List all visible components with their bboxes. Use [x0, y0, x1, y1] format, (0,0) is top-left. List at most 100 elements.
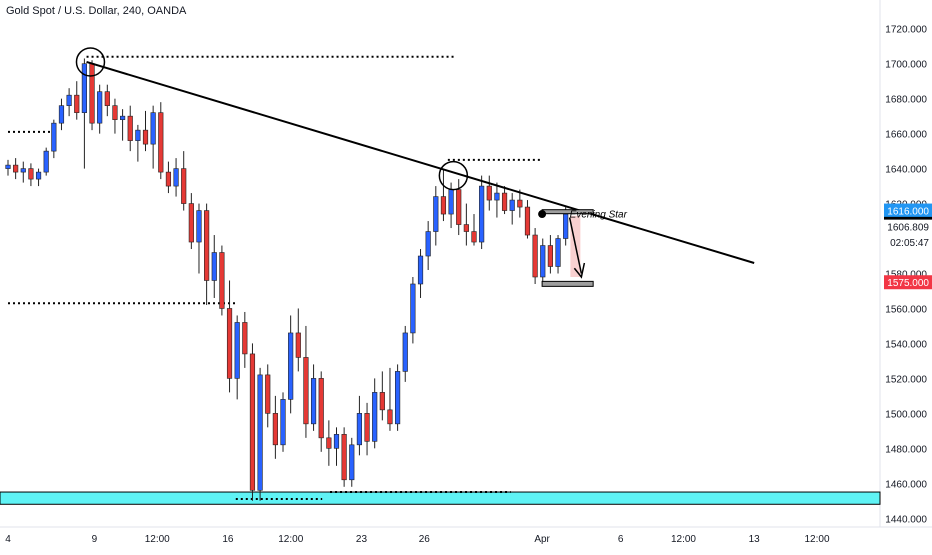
candle-body-34: [265, 374, 271, 414]
x-tick-label-2: 12:00: [145, 534, 170, 545]
y-tick-label-9: 1540.000: [885, 339, 927, 350]
candle-body-67: [517, 199, 523, 208]
candle-body-46: [356, 413, 363, 446]
x-tick-label-4: 12:00: [278, 534, 303, 545]
candle-body-14: [112, 105, 118, 120]
candle-body-60: [463, 224, 469, 232]
candle-body-58: [448, 189, 454, 215]
candle-body-61: [471, 231, 477, 243]
candle-body-71: [547, 245, 553, 267]
candle-body-62: [479, 185, 485, 243]
y-tick-label-0: 1720.000: [885, 25, 927, 36]
candle-body-11: [89, 63, 95, 124]
pattern-anchor: [538, 210, 547, 219]
candle-body-25: [196, 210, 202, 243]
y-tick-label-10: 1520.000: [885, 374, 927, 385]
candle-body-55: [425, 231, 431, 257]
candle-body-57: [440, 196, 447, 215]
candle-body-30: [234, 322, 240, 379]
x-tick-label-11: 12:00: [805, 534, 830, 545]
annotation-0: Evening Star: [570, 210, 628, 221]
price-label-bg-3: [883, 234, 932, 250]
candle-body-27: [211, 252, 217, 281]
y-tick-label-11: 1500.000: [885, 409, 927, 420]
candle-body-54: [417, 255, 424, 285]
candle-body-13: [104, 91, 110, 106]
arrow-shaft: [568, 217, 583, 274]
candle-body-31: [242, 322, 248, 355]
candle-body-6: [51, 122, 57, 152]
candle-body-66: [509, 199, 515, 211]
candle-body-3: [28, 168, 34, 180]
candle-body-69: [532, 234, 538, 278]
price-label-3: 02:05:47: [890, 238, 929, 249]
candle-body-53: [410, 283, 416, 334]
candle-body-7: [58, 105, 65, 124]
candle-body-24: [188, 203, 194, 243]
candle-body-2: [20, 168, 26, 173]
candle-body-51: [395, 371, 401, 425]
y-tick-label-3: 1660.000: [885, 130, 927, 141]
candle-body-56: [433, 196, 439, 232]
price-label-0: 1616.000: [887, 207, 929, 218]
candle-body-40: [310, 378, 317, 425]
candle-body-12: [97, 91, 103, 124]
chart-title: Gold Spot / U.S. Dollar, 240, OANDA: [6, 5, 187, 17]
arrow-head: [573, 262, 586, 279]
candle-body-36: [280, 399, 286, 446]
candle-body-16: [127, 115, 133, 141]
candle-body-32: [249, 353, 256, 491]
y-tick-label-1: 1700.000: [885, 60, 927, 71]
candle-body-48: [372, 392, 378, 442]
candle-body-43: [333, 434, 340, 449]
x-tick-label-5: 23: [356, 534, 368, 545]
candle-body-39: [303, 357, 309, 425]
candle-body-45: [349, 444, 355, 481]
x-tick-label-6: 26: [419, 534, 431, 545]
x-tick-label-3: 16: [222, 534, 234, 545]
candle-body-28: [219, 252, 225, 309]
candle-body-47: [364, 413, 370, 442]
candle-body-42: [326, 437, 332, 449]
x-tick-label-8: 6: [618, 534, 624, 545]
candle-body-33: [257, 374, 263, 491]
circle-marker-1: [438, 160, 469, 191]
candle-body-29: [226, 308, 233, 379]
y-tick-label-13: 1460.000: [885, 479, 927, 490]
candle-body-26: [204, 210, 210, 281]
price-label-bg-0: [884, 203, 932, 218]
y-tick-label-7: 1580.000: [885, 270, 927, 281]
x-tick-label-9: 12:00: [671, 534, 696, 545]
candle-body-19: [150, 112, 156, 145]
candle-body-44: [341, 434, 347, 481]
candle-body-4: [35, 171, 42, 180]
x-tick-label-0: 4: [5, 534, 11, 545]
candle-body-9: [74, 94, 80, 113]
trendline: [86, 61, 755, 264]
candle-body-37: [288, 332, 294, 400]
candle-body-65: [501, 192, 508, 211]
price-label-2: 1606.809: [887, 223, 929, 234]
price-label-bg-4: [884, 275, 932, 290]
y-tick-label-8: 1560.000: [885, 304, 927, 315]
y-tick-label-2: 1680.000: [885, 95, 927, 106]
candle-body-18: [142, 129, 149, 145]
candle-body-0: [5, 164, 11, 169]
y-tick-label-4: 1640.000: [885, 165, 927, 176]
price-label-bg-2: [884, 219, 932, 234]
candle-body-23: [181, 168, 187, 204]
candle-body-1: [13, 164, 19, 173]
candle-body-70: [540, 245, 546, 278]
candle-body-52: [402, 332, 408, 372]
candle-body-63: [486, 185, 492, 201]
candle-body-35: [272, 413, 278, 446]
candle-body-22: [173, 168, 179, 187]
x-tick-label-1: 9: [92, 534, 98, 545]
candle-body-49: [379, 392, 385, 411]
y-tick-label-14: 1440.000: [885, 514, 927, 525]
x-tick-label-10: 13: [749, 534, 761, 545]
candle-body-68: [524, 206, 531, 236]
circle-marker-0: [75, 47, 106, 77]
